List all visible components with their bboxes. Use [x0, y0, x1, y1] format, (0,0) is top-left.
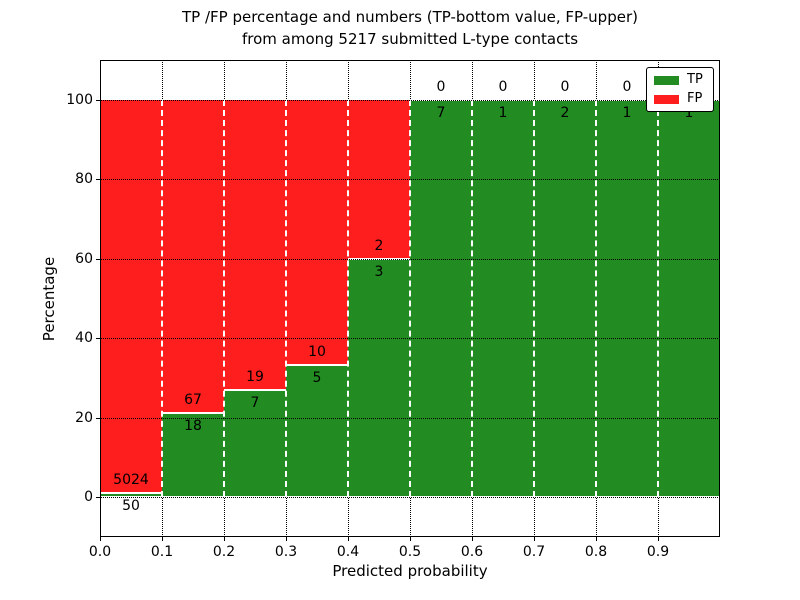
bar-tp-count-label: 3 — [374, 263, 384, 280]
y-axis-tick — [96, 497, 100, 499]
legend: TP FP — [646, 67, 714, 112]
y-axis-tick-label: 0 — [84, 489, 93, 506]
bar-tp-segment — [596, 99, 658, 498]
bar-tp-segment — [100, 493, 162, 498]
bar-tp-segment — [348, 258, 410, 498]
plot-area: 5024506718197105230701020101 — [100, 60, 720, 537]
bar-fp-count-label: 10 — [308, 343, 326, 360]
x-axis-tick-label: 0.0 — [88, 544, 112, 560]
bar-tp-segment — [162, 413, 224, 498]
bar-tp-count-label: 18 — [184, 418, 202, 435]
bar-tp-segment — [224, 390, 286, 498]
x-axis-tick — [658, 537, 659, 541]
x-axis-tick-label: 0.5 — [398, 544, 422, 560]
legend-entry-tp: TP — [654, 73, 706, 87]
gridline-horizontal — [100, 179, 720, 181]
legend-label-tp: TP — [687, 72, 703, 87]
bar-tp-count-label: 7 — [250, 395, 260, 412]
x-axis-tick-label: 0.2 — [212, 544, 236, 560]
x-axis-tick — [286, 537, 287, 541]
y-axis-tick — [96, 99, 100, 101]
x-axis-tick — [472, 537, 473, 541]
bar-tp-segment — [534, 99, 596, 498]
x-axis-tick-label: 0.1 — [150, 544, 174, 560]
gridline-horizontal — [100, 417, 720, 419]
legend-label-fp: FP — [687, 91, 703, 106]
y-axis-tick — [96, 338, 100, 340]
bar-side-edge — [161, 99, 163, 498]
x-axis-tick-label: 0.8 — [584, 544, 608, 560]
gridline-horizontal — [100, 99, 720, 101]
y-axis-tick — [96, 258, 100, 260]
bar-fp-count-label: 0 — [498, 78, 508, 95]
bar-top-edge — [286, 363, 348, 366]
x-axis-tick-label: 0.3 — [274, 544, 298, 560]
legend-swatch-fp — [654, 94, 679, 104]
chart-title: TP /FP percentage and numbers (TP-bottom… — [100, 6, 720, 50]
bar-fp-count-label: 5024 — [113, 472, 149, 489]
y-axis-tick-label: 100 — [66, 91, 93, 108]
gridline-horizontal — [100, 338, 720, 340]
bar-tp-segment — [410, 99, 472, 498]
bar-tp-count-label: 1 — [622, 104, 632, 121]
bar-fp-segment — [100, 99, 162, 494]
bar-tp-segment — [658, 99, 720, 498]
x-axis-tick — [100, 537, 101, 541]
bar-tp-segment — [472, 99, 534, 498]
bar-fp-segment — [162, 99, 224, 414]
x-axis-label: Predicted probability — [332, 562, 488, 580]
x-axis-tick — [534, 537, 535, 541]
bar-side-edge — [657, 99, 659, 498]
bar-tp-count-label: 7 — [436, 104, 446, 121]
bar-side-edge — [285, 99, 287, 498]
gridline-horizontal — [100, 497, 720, 499]
chart-title-line1: TP /FP percentage and numbers (TP-bottom… — [182, 8, 638, 26]
x-axis-tick — [162, 537, 163, 541]
gridline-horizontal — [100, 258, 720, 260]
bar-top-edge — [162, 412, 224, 415]
legend-swatch-tp — [654, 75, 679, 85]
bar-fp-count-label: 0 — [622, 78, 632, 95]
bar-fp-segment — [286, 99, 348, 365]
bar-top-edge — [100, 492, 162, 495]
y-axis-tick-label: 40 — [75, 330, 93, 347]
x-axis-tick-label: 0.9 — [646, 544, 670, 560]
x-axis-tick — [224, 537, 225, 541]
bar-side-edge — [533, 99, 535, 498]
y-axis-tick-label: 20 — [75, 409, 93, 426]
bar-fp-count-label: 0 — [436, 78, 446, 95]
bar-side-edge — [409, 99, 411, 498]
bar-tp-count-label: 50 — [122, 498, 140, 515]
x-axis-tick-label: 0.6 — [460, 544, 484, 560]
bar-tp-count-label: 5 — [312, 369, 322, 386]
bar-fp-count-label: 19 — [246, 369, 264, 386]
bar-side-edge — [595, 99, 597, 498]
bar-side-edge — [347, 99, 349, 498]
y-axis-tick — [96, 179, 100, 181]
bar-tp-segment — [286, 364, 348, 498]
x-axis-tick — [596, 537, 597, 541]
bar-side-edge — [471, 99, 473, 498]
y-axis-tick-label: 80 — [75, 171, 93, 188]
x-axis-tick — [410, 537, 411, 541]
y-axis-tick-label: 60 — [75, 250, 93, 267]
y-axis-tick — [96, 417, 100, 419]
bar-top-edge — [224, 389, 286, 392]
bar-fp-count-label: 2 — [374, 237, 384, 254]
bar-side-edge — [223, 99, 225, 498]
bar-fp-segment — [224, 99, 286, 391]
x-axis-tick-label: 0.7 — [522, 544, 546, 560]
bar-fp-count-label: 67 — [184, 392, 202, 409]
bar-tp-count-label: 1 — [498, 104, 508, 121]
bar-fp-count-label: 0 — [560, 78, 570, 95]
x-axis-tick-label: 0.4 — [336, 544, 360, 560]
x-axis-tick — [348, 537, 349, 541]
legend-entry-fp: FP — [654, 92, 706, 106]
chart-title-line2: from among 5217 submitted L-type contact… — [241, 30, 579, 48]
bar-tp-count-label: 2 — [560, 104, 570, 121]
bar-tp-count-label: 1 — [684, 104, 694, 121]
